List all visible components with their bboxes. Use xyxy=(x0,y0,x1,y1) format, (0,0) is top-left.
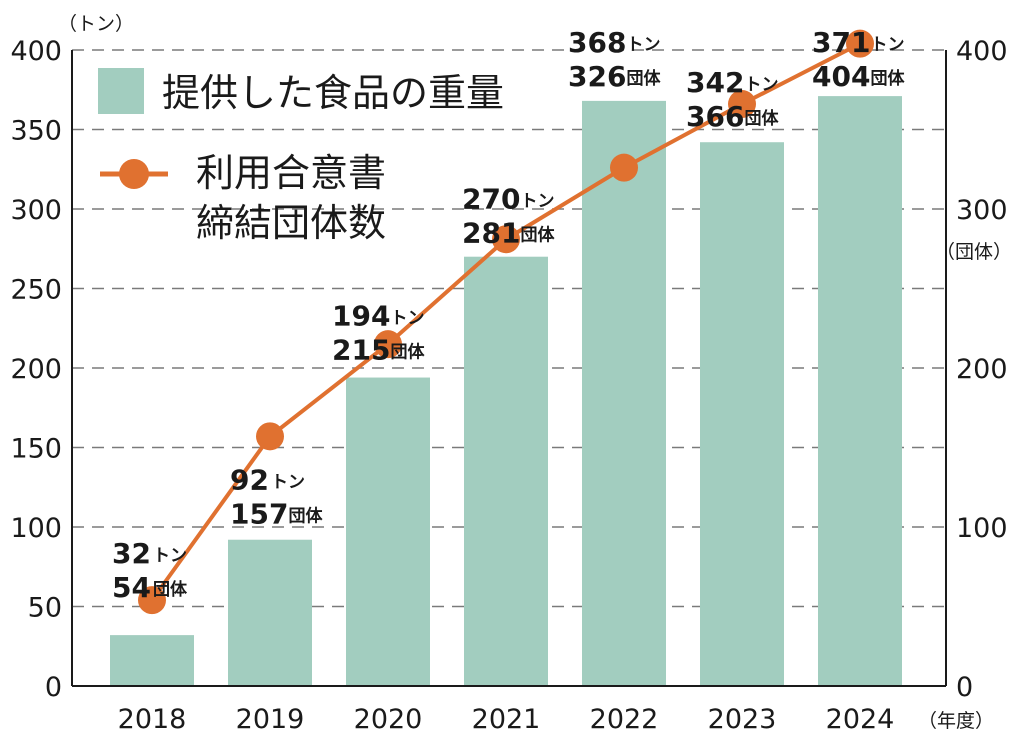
line-point-2018 xyxy=(138,586,166,615)
line-unit-label: 団体 xyxy=(871,68,906,89)
line-value-label: 157 xyxy=(230,498,288,531)
bar-value-label: 371 xyxy=(812,26,870,59)
line-value-label: 54 xyxy=(112,571,151,604)
bar-unit-label: トン xyxy=(153,546,187,566)
bar-2023 xyxy=(700,142,784,687)
left-tick-label: 300 xyxy=(10,195,62,226)
data-label-2019: 92 トン 157 団体 xyxy=(230,464,323,531)
x-tick-label: 2022 xyxy=(590,704,659,735)
x-tick-label: 2024 xyxy=(826,704,895,735)
legend-bar-label: 提供した食品の重量 xyxy=(162,71,504,115)
bar-value-label: 368 xyxy=(568,26,626,59)
line-point-2023 xyxy=(728,90,756,119)
bar-unit-label: トン xyxy=(271,473,305,493)
bar-2020 xyxy=(346,377,430,686)
line-point-2022 xyxy=(610,153,638,182)
line-unit-label: 団体 xyxy=(289,506,324,527)
axes: 0501001502002503003504000100200300400500… xyxy=(10,36,1008,735)
line-unit-label: 団体 xyxy=(521,225,556,246)
legend-line-marker xyxy=(119,159,149,189)
x-tick-label: 2023 xyxy=(708,704,777,735)
bar-value-label: 32 xyxy=(112,537,151,570)
line-value-label: 366 xyxy=(686,100,744,133)
line-series xyxy=(138,29,874,615)
left-tick-label: 400 xyxy=(10,36,62,67)
line-unit-label: 団体 xyxy=(627,68,662,89)
x-tick-label: 2020 xyxy=(354,704,423,735)
line-point-2024 xyxy=(846,29,874,58)
right-axis-unit-label: （団体） xyxy=(936,241,1012,263)
bar-series xyxy=(110,96,902,687)
right-tick-label: 300 xyxy=(956,195,1008,226)
left-tick-label: 150 xyxy=(10,434,62,465)
bar-unit-label: トン xyxy=(627,35,661,55)
right-tick-label: 200 xyxy=(956,354,1008,385)
line-point-2020 xyxy=(374,330,402,359)
right-tick-label: 400 xyxy=(956,36,1008,67)
bar-2019 xyxy=(228,539,312,686)
x-tick-label: 2019 xyxy=(236,704,305,735)
line-value-label: 281 xyxy=(462,217,520,250)
bar-unit-label: トン xyxy=(391,309,425,329)
bar-value-label: 194 xyxy=(332,300,390,333)
x-tick-label: 2018 xyxy=(118,704,187,735)
line-unit-label: 団体 xyxy=(153,579,188,600)
legend-line-label-line1: 利用合意書 xyxy=(196,151,386,195)
left-tick-label: 50 xyxy=(28,593,62,624)
bar-unit-label: トン xyxy=(521,192,555,212)
left-tick-label: 350 xyxy=(10,116,62,147)
line-value-label: 215 xyxy=(332,334,390,367)
left-tick-label: 0 xyxy=(45,672,62,703)
bar-2018 xyxy=(110,635,194,686)
bar-value-label: 92 xyxy=(230,464,269,497)
line-value-label: 404 xyxy=(812,60,870,93)
x-axis-unit-label: （年度） xyxy=(918,710,994,732)
bar-2021 xyxy=(464,256,548,686)
bar-unit-label: トン xyxy=(745,75,779,95)
line-point-2021 xyxy=(492,225,520,254)
left-tick-label: 250 xyxy=(10,275,62,306)
bar-2024 xyxy=(818,96,902,687)
right-tick-label: 100 xyxy=(956,513,1008,544)
bar-value-label: 270 xyxy=(462,183,520,216)
line-value-label: 326 xyxy=(568,60,626,93)
legend-line-label-line2: 締結団体数 xyxy=(196,201,386,245)
legend-bar-swatch xyxy=(98,68,144,114)
x-tick-label: 2021 xyxy=(472,704,541,735)
legend: 提供した食品の重量 利用合意書 締結団体数 xyxy=(98,68,504,245)
left-axis-unit-label: （トン） xyxy=(58,13,134,35)
bar-2022 xyxy=(582,100,666,686)
bar-unit-label: トン xyxy=(871,35,905,55)
line-unit-label: 団体 xyxy=(391,342,426,363)
line-unit-label: 団体 xyxy=(745,108,780,129)
left-tick-label: 200 xyxy=(10,354,62,385)
bar-value-label: 342 xyxy=(686,66,744,99)
right-tick-label: 0 xyxy=(956,672,973,703)
line-point-2019 xyxy=(256,422,284,451)
gridlines xyxy=(72,49,946,608)
left-tick-label: 100 xyxy=(10,513,62,544)
